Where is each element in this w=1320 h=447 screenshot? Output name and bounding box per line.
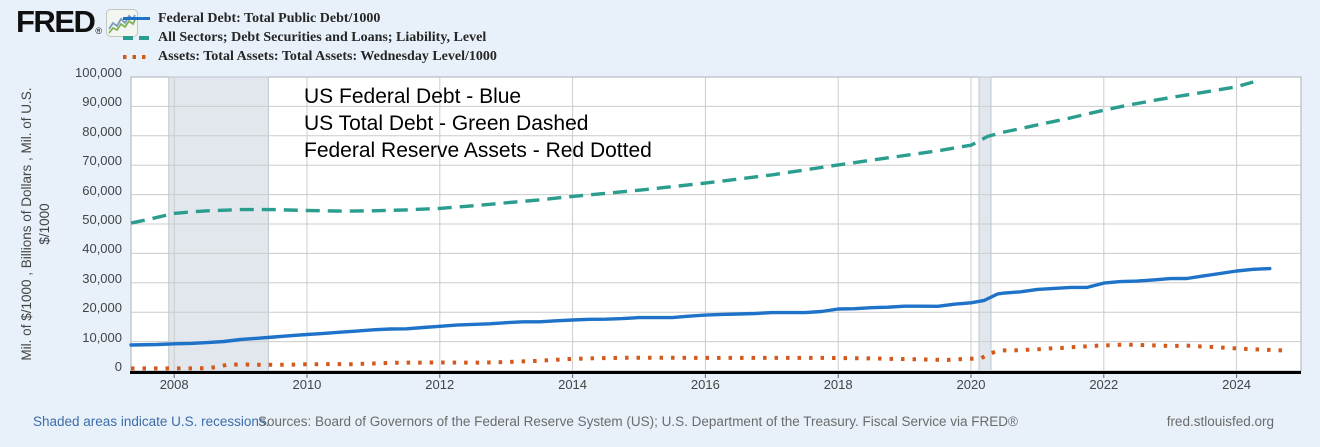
legend-label: All Sectors; Debt Securities and Loans; … bbox=[158, 30, 487, 45]
x-tick-label: 2008 bbox=[159, 377, 189, 392]
x-tick-label: 2022 bbox=[1089, 377, 1119, 392]
annotation-line-total-debt: US Total Debt - Green Dashed bbox=[304, 112, 589, 135]
legend-label: Federal Debt: Total Public Debt/1000 bbox=[158, 11, 381, 26]
fred-logo-sparkline-icon bbox=[106, 9, 139, 37]
x-tick-label: 2020 bbox=[956, 377, 986, 392]
y-tick-label: 20,000 bbox=[82, 300, 122, 316]
annotation-line-federal-debt: US Federal Debt - Blue bbox=[304, 85, 522, 108]
y-axis-title-line1: Mil. of $/1000 , Billions of Dollars , M… bbox=[19, 87, 34, 361]
fred-logo-text: FRED bbox=[16, 4, 96, 39]
x-tick-label: 2016 bbox=[690, 377, 720, 392]
y-tick-label: 100,000 bbox=[75, 65, 122, 80]
legend-item-all-sectors-debt: All Sectors; Debt Securities and Loans; … bbox=[123, 28, 497, 47]
x-tick-label: 2018 bbox=[823, 377, 853, 392]
x-tick-label: 2014 bbox=[558, 377, 588, 392]
y-tick-label: 70,000 bbox=[82, 153, 122, 169]
y-tick-label: 90,000 bbox=[82, 94, 122, 110]
legend-key-solid-line-icon bbox=[123, 16, 150, 21]
y-axis-title-line2: $/1000 bbox=[37, 203, 52, 245]
y-axis-title-text: Mil. of $/1000 , Billions of Dollars , M… bbox=[18, 4, 54, 444]
legend-label: Assets: Total Assets: Total Assets: Wedn… bbox=[158, 49, 497, 64]
x-tick-label: 2012 bbox=[425, 377, 455, 392]
series-line-0 bbox=[129, 266, 1272, 347]
y-tick-label: 30,000 bbox=[82, 270, 122, 286]
registered-mark-icon: ® bbox=[95, 26, 103, 36]
y-tick-label: 40,000 bbox=[82, 241, 122, 257]
recession-note-link[interactable]: Shaded areas indicate U.S. recessions. bbox=[33, 414, 270, 429]
legend-item-fed-assets: Assets: Total Assets: Total Assets: Wedn… bbox=[123, 47, 497, 66]
series-line-1 bbox=[130, 80, 1254, 225]
legend-key-dashed-line-icon bbox=[123, 35, 150, 40]
y-tick-label: 50,000 bbox=[82, 212, 122, 227]
y-tick-label: 80,000 bbox=[82, 123, 122, 139]
legend-key-dotted-line-icon bbox=[123, 54, 150, 59]
site-link[interactable]: fred.stlouisfed.org bbox=[1166, 414, 1274, 429]
annotation-line-fed-assets: Federal Reserve Assets - Red Dotted bbox=[304, 139, 652, 162]
legend-item-federal-debt: Federal Debt: Total Public Debt/1000 bbox=[123, 9, 497, 28]
x-tick-label: 2010 bbox=[292, 377, 322, 392]
sources-text: Sources: Board of Governors of the Feder… bbox=[258, 414, 1018, 429]
fred-logo[interactable]: FRED ® bbox=[16, 4, 139, 39]
legend: Federal Debt: Total Public Debt/1000 All… bbox=[123, 9, 497, 66]
chart-annotation: US Federal Debt - Blue US Total Debt - G… bbox=[304, 83, 652, 164]
y-tick-label: 10,000 bbox=[82, 329, 122, 345]
y-tick-label: 60,000 bbox=[82, 182, 122, 198]
series-line-2 bbox=[131, 342, 1289, 371]
y-tick-label: 0 bbox=[114, 359, 122, 374]
x-tick-label: 2024 bbox=[1222, 377, 1252, 392]
